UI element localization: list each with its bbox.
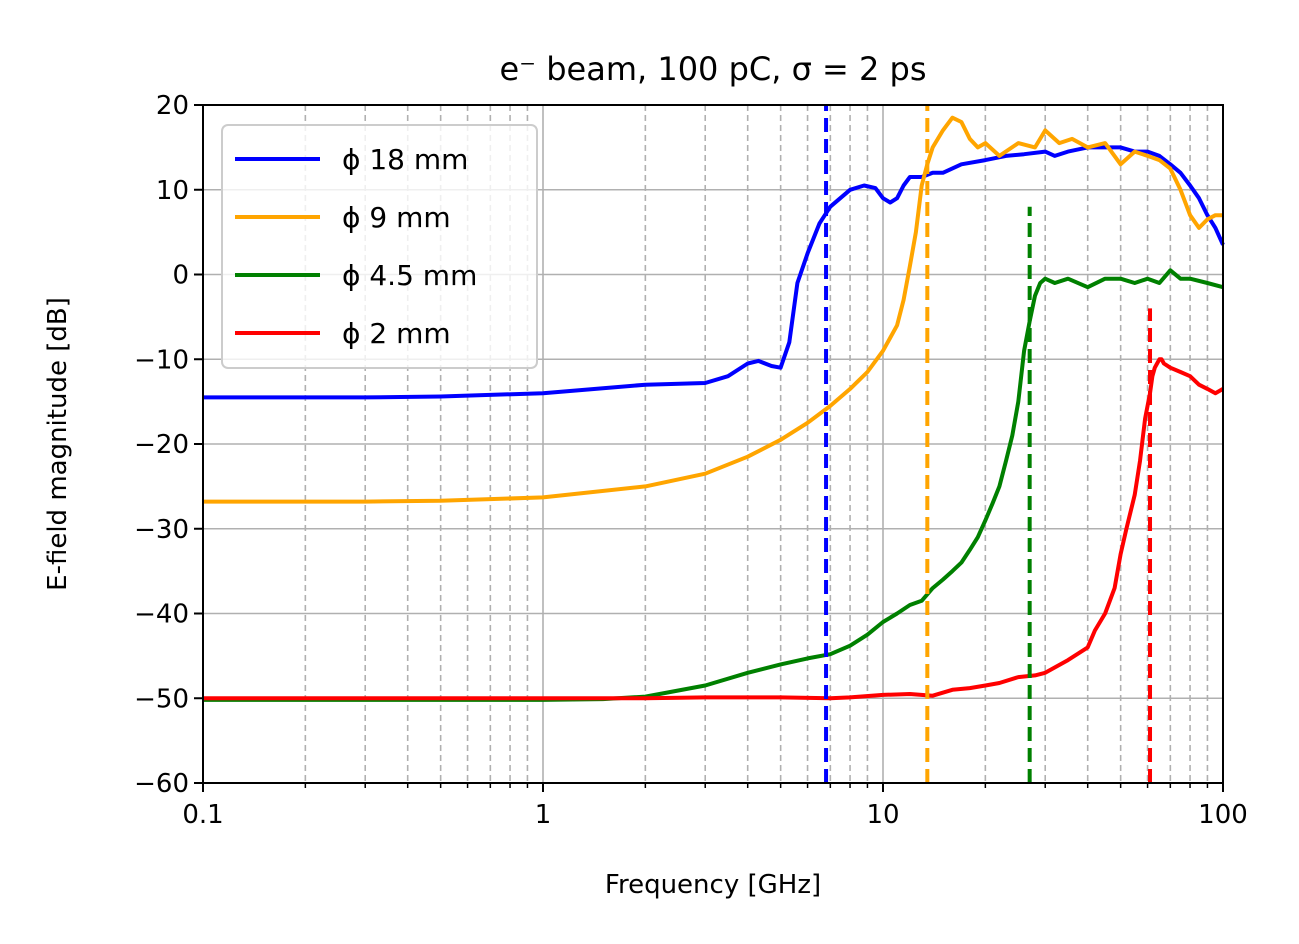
series-line-2	[203, 115, 1223, 504]
y-tick-label: 0	[172, 261, 189, 291]
y-tick-label: 10	[156, 176, 189, 206]
cutoff-lines	[824, 105, 1153, 783]
ticks: 0.1 1 10 100 −60 −50 −40 −30 −20 −10 0 10 20	[134, 91, 1248, 830]
series-line-1	[203, 145, 1225, 400]
y-tick-label: −40	[134, 600, 189, 630]
y-tick-label: −10	[134, 345, 189, 375]
series-line-3	[203, 268, 1224, 702]
x-tick-label: 100	[1198, 800, 1248, 830]
y-tick-label: −20	[134, 430, 189, 460]
y-tick-label: −50	[134, 684, 189, 714]
legend-label-3: ϕ 4.5 mm	[342, 259, 477, 292]
y-tick-label: 20	[156, 91, 189, 121]
legend-label-4: ϕ 2 mm	[342, 317, 451, 350]
y-axis-label: E-field magnitude [dB]	[43, 297, 73, 591]
series-line-4	[203, 357, 1224, 701]
legend-label-2: ϕ 9 mm	[342, 201, 451, 234]
x-tick-label: 0.1	[182, 800, 223, 830]
x-tick-label: 10	[866, 800, 899, 830]
x-axis-label: Frequency [GHz]	[605, 870, 821, 900]
legend: ϕ 18 mm ϕ 9 mm ϕ 4.5 mm ϕ 2 mm	[221, 124, 538, 369]
series-layer	[203, 115, 1225, 702]
chart-title: e⁻ beam, 100 pC, σ = 2 ps	[499, 50, 926, 88]
y-tick-label: −60	[134, 769, 189, 799]
x-tick-label: 1	[535, 800, 552, 830]
y-tick-label: −30	[134, 515, 189, 545]
legend-label-1: ϕ 18 mm	[342, 143, 468, 176]
legend-box	[221, 124, 538, 369]
